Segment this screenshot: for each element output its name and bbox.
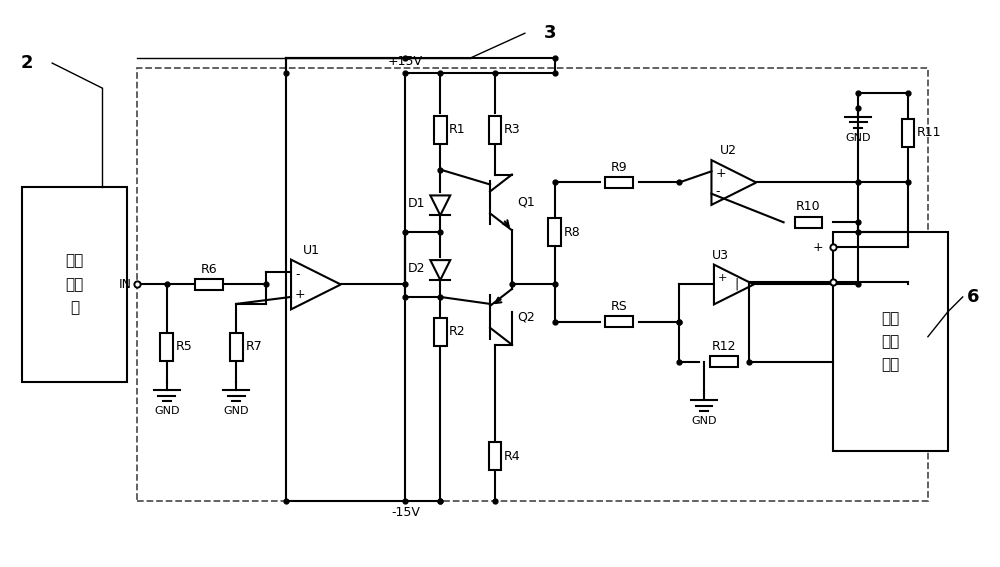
Bar (605, 316, 633, 327)
Bar (195, 279, 223, 290)
Text: GND: GND (691, 416, 717, 426)
Text: R5: R5 (176, 340, 192, 353)
Text: R11: R11 (917, 126, 941, 139)
Text: +: + (715, 167, 726, 180)
Text: -: - (819, 276, 823, 289)
Bar (230, 333, 243, 361)
Text: +15V: +15V (388, 55, 423, 68)
Text: 3: 3 (544, 24, 556, 42)
Bar (795, 217, 822, 228)
FancyBboxPatch shape (22, 188, 127, 382)
Text: R4: R4 (504, 450, 521, 463)
Bar (489, 116, 501, 143)
Bar (434, 116, 447, 143)
Text: R1: R1 (449, 123, 466, 136)
Text: R9: R9 (611, 160, 628, 174)
Text: D1: D1 (408, 197, 425, 210)
Text: R12: R12 (712, 340, 736, 353)
Text: Q1: Q1 (517, 196, 535, 209)
Text: -15V: -15V (391, 506, 420, 519)
Text: -: - (295, 268, 300, 281)
Text: Q2: Q2 (517, 310, 535, 323)
Text: U1: U1 (302, 244, 319, 257)
FancyBboxPatch shape (833, 232, 948, 451)
Text: GND: GND (845, 133, 871, 143)
Bar (902, 119, 914, 147)
Text: R6: R6 (201, 263, 218, 276)
Text: U3: U3 (712, 248, 729, 261)
Text: 信号
发生
器: 信号 发生 器 (65, 253, 84, 315)
Text: -: - (715, 185, 720, 198)
Text: |: | (735, 278, 739, 291)
Text: U2: U2 (720, 144, 737, 157)
Bar (710, 356, 738, 367)
Bar (434, 318, 447, 346)
Text: 6: 6 (966, 288, 979, 306)
FancyBboxPatch shape (137, 68, 928, 501)
Text: R8: R8 (564, 226, 580, 239)
Text: +: + (718, 273, 727, 283)
Text: GND: GND (154, 407, 179, 416)
Text: R2: R2 (449, 325, 466, 338)
Text: R3: R3 (504, 123, 521, 136)
Text: IN: IN (119, 278, 132, 291)
Bar (489, 442, 501, 470)
Text: +: + (295, 288, 306, 301)
Text: 锂离
子电
池组: 锂离 子电 池组 (881, 311, 900, 373)
Text: 2: 2 (21, 54, 34, 72)
Text: GND: GND (224, 407, 249, 416)
Text: D2: D2 (408, 261, 425, 274)
Text: RS: RS (611, 300, 628, 313)
Bar (548, 218, 561, 246)
Text: R10: R10 (796, 200, 821, 213)
Text: +: + (813, 240, 823, 253)
Bar (160, 333, 173, 361)
Text: R7: R7 (245, 340, 262, 353)
Bar (605, 177, 633, 188)
